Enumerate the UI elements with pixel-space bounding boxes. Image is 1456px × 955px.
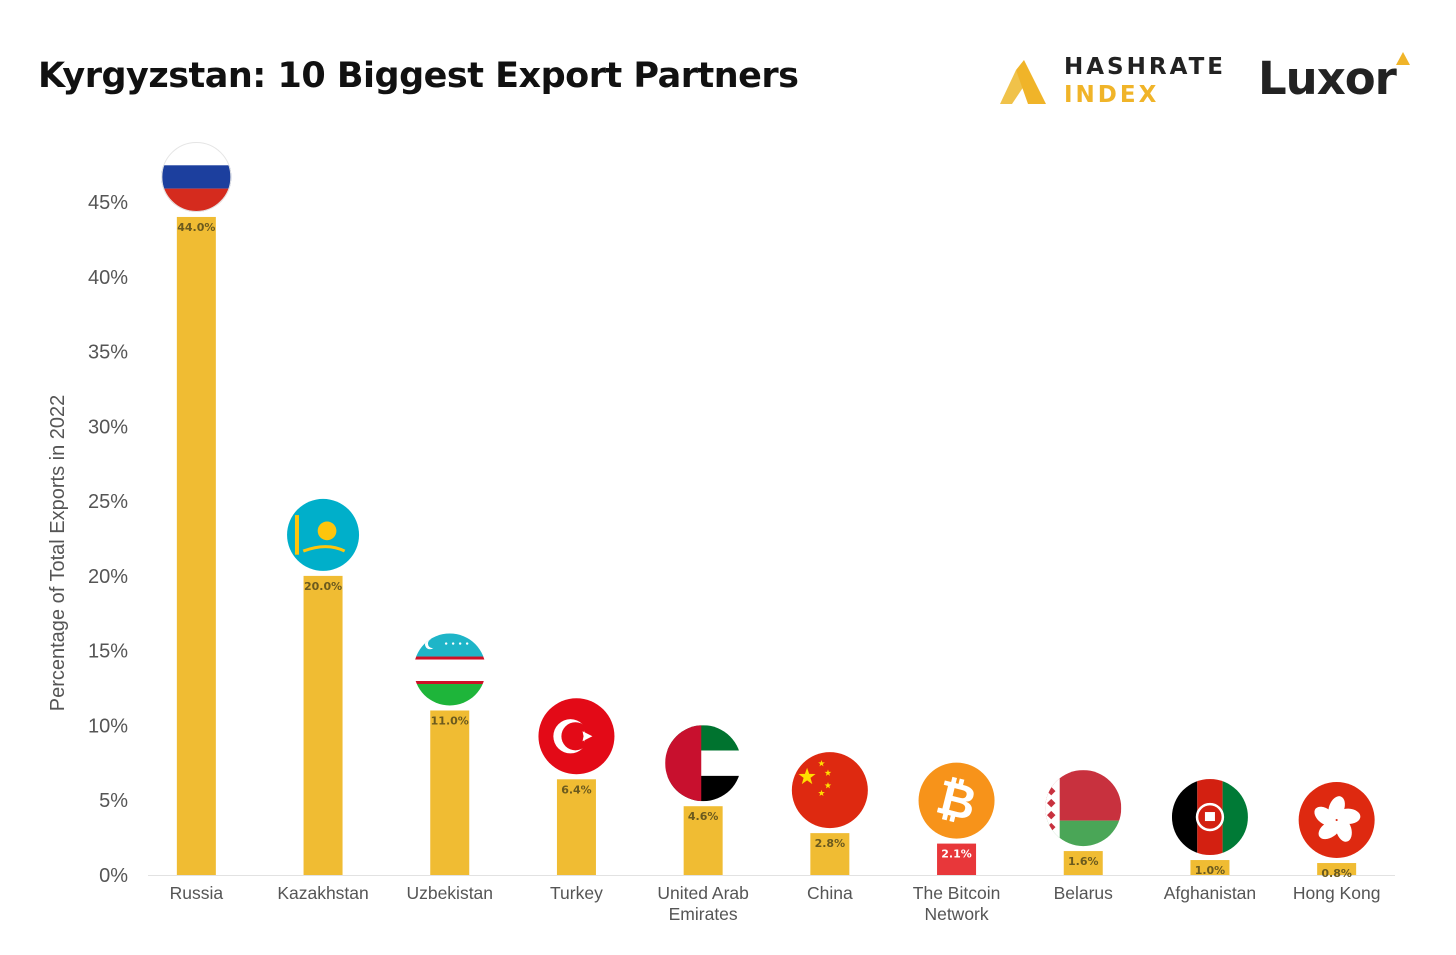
bar-afghanistan: [1190, 860, 1230, 875]
y-tick-label: 20%: [88, 566, 128, 588]
hong-kong-flag-icon: [1298, 782, 1375, 859]
turkey-flag-icon: [538, 698, 615, 775]
luxor-wordmark: Luxor: [1258, 52, 1397, 105]
bar-china: [810, 833, 850, 875]
uae-flag-icon: [665, 725, 742, 802]
x-tick-label: Russia: [170, 883, 224, 903]
bar-uzbekistan: [430, 710, 470, 875]
y-tick-label: 10%: [88, 715, 128, 737]
hashrate-index-logo: HASHRATE INDEX: [996, 52, 1223, 108]
hashrate-mark-icon: [1000, 60, 1046, 104]
china-flag-icon: [791, 752, 868, 829]
x-tick-label: Turkey: [550, 883, 603, 903]
x-tick-label: Hong Kong: [1293, 883, 1381, 903]
bar-russia: [176, 216, 216, 875]
luxor-triangle-icon: [1396, 52, 1410, 65]
y-tick-label: 45%: [88, 192, 128, 214]
bar-hong-kong: [1317, 863, 1357, 875]
x-tick-label: Belarus: [1054, 883, 1114, 903]
bar-kazakhstan: [303, 575, 343, 875]
bar-value-label: 1.0%: [1195, 864, 1226, 877]
bar-value-label: 4.6%: [688, 810, 719, 823]
y-tick-label: 15%: [88, 641, 128, 663]
bar-value-label: 6.4%: [561, 783, 592, 796]
bitcoin-icon: ₿: [918, 762, 995, 839]
bar-united-arab-emirates: [683, 806, 723, 875]
bar-value-label: 20.0%: [304, 580, 342, 593]
x-tick-label: United Arab Emirates: [657, 883, 748, 924]
x-tick-label: Uzbekistan: [406, 883, 493, 903]
y-tick-label: 35%: [88, 342, 128, 364]
y-tick-label: 40%: [88, 267, 128, 289]
kazakhstan-flag-icon: [287, 498, 360, 571]
uzbekistan-flag-icon: [413, 633, 486, 706]
y-axis-title: Percentage of Total Exports in 2022: [47, 395, 69, 712]
bar-belarus: [1063, 851, 1103, 875]
x-tick-label: Afghanistan: [1164, 883, 1256, 903]
bar-value-label: 2.8%: [815, 837, 846, 850]
x-tick-label: China: [807, 883, 853, 903]
chart-title: Kyrgyzstan: 10 Biggest Export Partners: [38, 56, 799, 96]
y-tick-label: 30%: [88, 416, 128, 438]
bar-value-label: 1.6%: [1068, 855, 1099, 868]
luxor-logo: Luxor: [1258, 50, 1418, 110]
bar-turkey: [556, 779, 596, 875]
afghanistan-flag-icon: [1171, 779, 1248, 856]
x-tick-label: Kazakhstan: [277, 883, 368, 903]
belarus-flag-icon: [1045, 770, 1122, 847]
index-wordmark: INDEX: [1064, 82, 1160, 108]
bar-value-label: 11.0%: [431, 714, 469, 727]
bar-value-label: 2.1%: [941, 848, 972, 861]
bar-value-label: 44.0%: [177, 221, 215, 234]
y-tick-label: 25%: [88, 491, 128, 513]
x-tick-label: The Bitcoin Network: [913, 883, 1001, 924]
hashrate-wordmark: HASHRATE: [1064, 54, 1226, 80]
y-tick-label: 0%: [99, 865, 128, 887]
y-tick-label: 5%: [99, 790, 128, 812]
bar-value-label: 0.8%: [1321, 867, 1352, 880]
bar-the-bitcoin-network: [937, 843, 977, 875]
russia-flag-icon: [161, 141, 232, 212]
